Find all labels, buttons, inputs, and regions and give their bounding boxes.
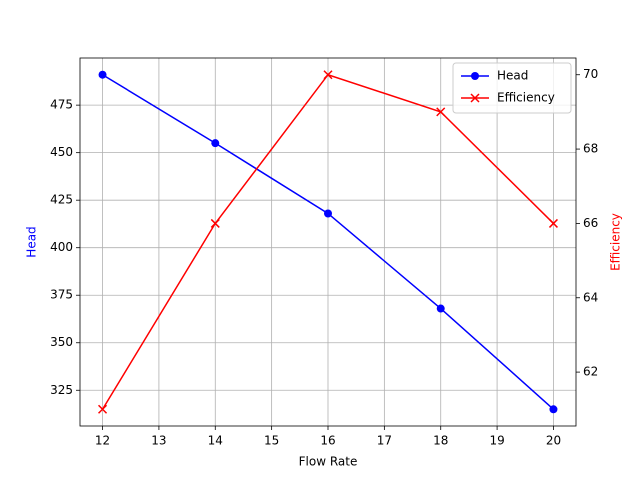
x-tick-label: 16 [320, 434, 335, 448]
x-tick-label: 18 [433, 434, 448, 448]
y-tick-label: 375 [50, 288, 73, 302]
y-tick-label: 325 [50, 383, 73, 397]
y-tick-label: 350 [50, 335, 73, 349]
y2-tick-label: 64 [583, 290, 598, 304]
legend-label: Efficiency [497, 91, 555, 105]
legend-label: Head [497, 69, 528, 83]
x-tick-label: 12 [95, 434, 110, 448]
legend-marker [471, 72, 479, 80]
marker [324, 209, 332, 218]
y-tick-label: 425 [50, 193, 73, 207]
y-tick-label: 400 [50, 240, 73, 254]
x-tick-label: 20 [546, 434, 561, 448]
y2-tick-label: 70 [583, 67, 598, 81]
y-tick-label: 450 [50, 145, 73, 159]
x-tick-label: 14 [208, 434, 223, 448]
marker [211, 139, 220, 148]
plot-frame [79, 57, 577, 427]
y2-tick-label: 62 [583, 365, 598, 379]
x-tick-label: 19 [489, 434, 504, 448]
marker [98, 404, 108, 414]
y-axis-label: Head [25, 226, 39, 257]
marker [436, 107, 446, 117]
marker [436, 304, 445, 313]
marker [548, 218, 558, 228]
y-tick-label: 475 [50, 98, 73, 112]
y2-tick-label: 68 [583, 142, 598, 156]
x-axis-label: Flow Rate [299, 455, 358, 469]
y2-tick-label: 66 [583, 216, 598, 230]
legend: Head Efficiency [452, 62, 572, 114]
x-tick-label: 17 [377, 434, 392, 448]
marker [323, 70, 333, 80]
x-tick-label: 15 [264, 434, 279, 448]
marker [549, 405, 558, 414]
marker [98, 70, 107, 79]
x-tick-label: 13 [151, 434, 166, 448]
y2-axis-label: Efficiency [609, 213, 623, 271]
marker [210, 218, 220, 228]
legend-marker [470, 93, 480, 103]
